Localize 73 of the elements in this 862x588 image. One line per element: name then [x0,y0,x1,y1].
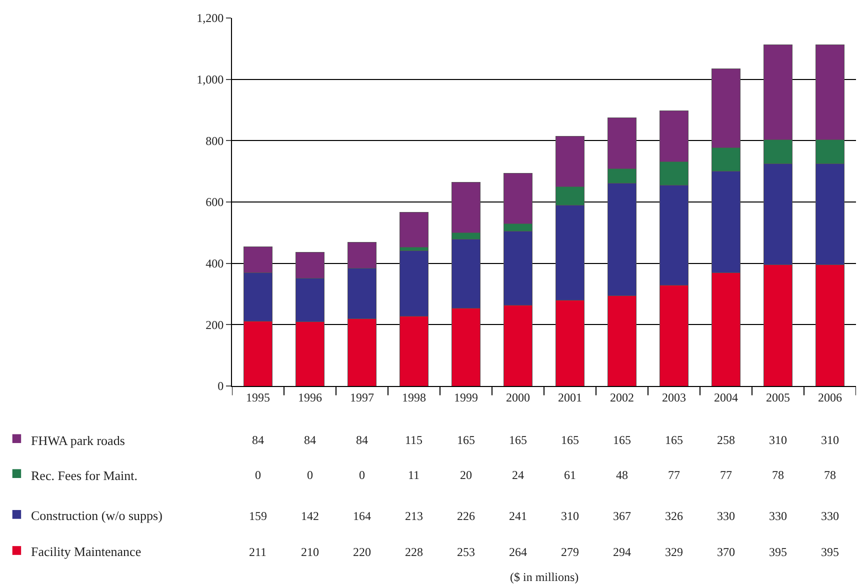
data-label: 0 [255,468,261,482]
data-label: 367 [613,509,631,523]
y-tick-label: 600 [206,195,224,210]
data-label: 370 [717,545,735,559]
data-label: 329 [665,545,683,559]
data-label: 210 [301,545,319,559]
data-label: 77 [720,468,732,482]
data-label: 241 [509,509,527,523]
legend-label: FHWA park roads [31,433,125,448]
data-label: 24 [512,468,524,482]
data-label: 11 [408,468,420,482]
y-tick-label: 400 [206,256,224,271]
x-tick-label: 2003 [662,390,686,404]
x-tick-label: 1995 [246,390,270,404]
y-tick-label: 200 [206,318,224,332]
legend-label: Facility Maintenance [31,544,142,559]
text: ($ in millions) [510,570,579,584]
data-label: 213 [405,509,423,523]
x-tick-label: 2004 [714,390,738,404]
y-tick-label: 1,200 [196,11,224,26]
x-tick-label: 2001 [558,390,582,404]
x-tick-label: 1997 [350,390,374,404]
data-label: 330 [821,509,839,523]
data-label: 0 [359,468,365,482]
data-label: 78 [772,468,784,482]
data-label: 253 [457,545,475,559]
bar [399,212,429,248]
data-label: 310 [769,433,787,447]
x-tick-label: 2006 [818,390,842,404]
x-tick-label: 1999 [454,390,478,404]
x-tick-label: 1998 [402,390,426,404]
data-label: 264 [509,545,527,559]
data-label: 142 [301,509,319,523]
data-label: 84 [304,433,316,447]
data-label: 165 [665,433,683,447]
data-label: 48 [616,468,628,482]
data-label: 330 [717,509,735,523]
data-label: 330 [769,509,787,523]
data-label: 165 [509,433,527,447]
y-tick-label: 1,000 [196,72,224,87]
y-tick-label: 800 [206,134,224,148]
data-label: 115 [405,433,423,447]
data-label: 61 [564,468,576,482]
data-label: 84 [252,433,264,447]
data-label: 395 [769,545,787,559]
data-label: 279 [561,545,579,559]
legend-label: Construction (w/o supps) [31,508,162,523]
y-tick-label: 0 [218,379,224,394]
legend-label: Rec. Fees for Maint. [31,468,138,483]
data-label: 159 [249,509,267,523]
data-label: 228 [405,545,423,559]
data-label: 395 [821,545,839,559]
x-tick-label: 2000 [506,390,530,404]
data-label: 310 [821,433,839,447]
x-tick-label: 2005 [766,390,790,404]
data-label: 165 [561,433,579,447]
data-label: 84 [356,433,368,447]
data-label: 226 [457,509,475,523]
data-label: 211 [249,545,267,559]
data-label: 78 [824,468,836,482]
data-label: 164 [353,509,371,523]
data-label: 165 [613,433,631,447]
data-label: 294 [613,545,631,559]
x-tick-label: 1996 [298,390,322,404]
data-label: 310 [561,509,579,523]
data-label: 0 [307,468,313,482]
data-label: 77 [668,468,680,482]
data-label: 220 [353,545,371,559]
x-tick-label: 2002 [610,390,634,404]
data-label: 258 [717,433,735,447]
data-label: 326 [665,509,683,523]
data-label: 165 [457,433,475,447]
data-label: 20 [460,468,472,482]
